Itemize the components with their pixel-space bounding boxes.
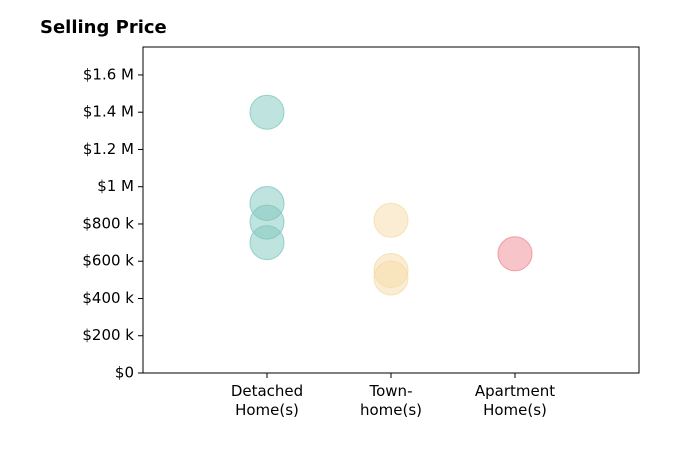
- point: [373, 202, 409, 238]
- point: [497, 236, 533, 272]
- chart-title: Selling Price: [40, 17, 167, 38]
- y-tick-label: $400 k: [82, 289, 134, 307]
- point: [249, 225, 285, 261]
- x-tick-label: Detached Home(s): [230, 382, 304, 419]
- point: [373, 260, 409, 296]
- x-tick-label: Town- home(s): [359, 382, 423, 419]
- y-tick-label: $1 M: [97, 177, 134, 195]
- y-tick-label: $1.2 M: [83, 140, 134, 158]
- point: [249, 94, 285, 130]
- y-tick-label: $1.6 M: [83, 65, 134, 83]
- x-tick-label: Apartment Home(s): [474, 382, 556, 419]
- y-tick-label: $200 k: [82, 326, 134, 344]
- y-tick-label: $800 k: [82, 214, 134, 232]
- y-tick-label: $0: [115, 364, 134, 382]
- y-tick-label: $600 k: [82, 252, 134, 270]
- y-tick-label: $1.4 M: [83, 103, 134, 121]
